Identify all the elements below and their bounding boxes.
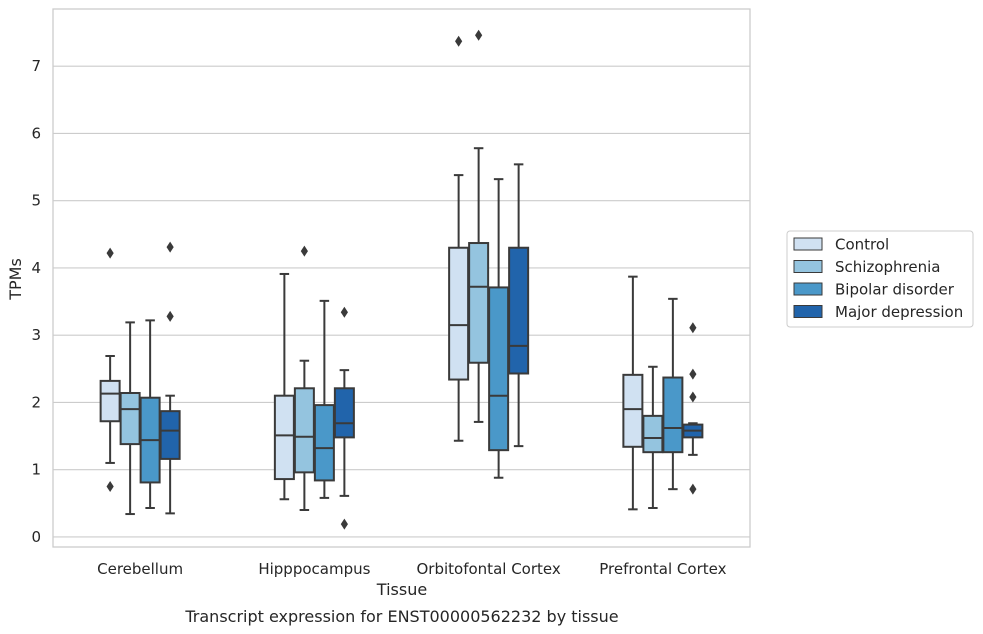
legend-label: Control <box>835 236 889 254</box>
y-tick-label: 0 <box>31 528 41 546</box>
x-axis-ticks: Cerebellum Hipppocampus Orbitofontal Corte… <box>97 560 726 578</box>
y-axis-ticks: 0 1 2 3 4 5 6 7 <box>31 57 41 546</box>
box-bipolar-disorder <box>662 297 684 491</box>
box-control <box>622 275 644 511</box>
outlier-point <box>689 483 697 495</box>
x-tick-label: Orbitofontal Cortex <box>417 560 561 578</box>
legend: Control Schizophrenia Bipolar disorder Majo… <box>786 230 974 328</box>
x-tick-label: Prefrontal Cortex <box>599 560 726 578</box>
box-control <box>448 35 470 442</box>
box-iqr <box>273 394 295 481</box>
box-iqr <box>159 410 181 460</box>
box-iqr <box>293 387 315 474</box>
box-major-depression <box>159 241 181 515</box>
legend-frame <box>786 230 974 328</box>
y-tick-label: 7 <box>31 57 41 75</box>
box-major-depression <box>333 306 355 530</box>
box-major-depression <box>682 322 704 495</box>
y-tick-label: 2 <box>31 393 41 411</box>
outlier-point <box>166 241 174 253</box>
legend-label: Major depression <box>835 303 963 321</box>
outlier-point <box>455 35 463 47</box>
outlier-point <box>300 245 308 257</box>
outlier-point <box>689 391 697 403</box>
box-iqr <box>333 387 355 439</box>
x-axis-title: Tissue <box>376 580 427 599</box>
box-iqr <box>313 404 335 482</box>
box-iqr <box>622 373 644 448</box>
box-iqr <box>662 376 684 454</box>
box-bipolar-disorder <box>313 299 335 499</box>
y-tick-label: 5 <box>31 192 41 210</box>
legend-swatch <box>793 237 823 251</box>
outlier-point <box>475 29 483 41</box>
x-tick-label: Cerebellum <box>97 560 183 578</box>
y-tick-label: 6 <box>31 124 41 142</box>
box-iqr <box>488 286 510 452</box>
outlier-point <box>689 322 697 334</box>
box-iqr <box>642 414 664 454</box>
box-major-depression <box>508 163 530 448</box>
figure-caption: Transcript expression for ENST0000056223… <box>184 607 618 626</box>
box-schizophrenia <box>293 245 315 512</box>
x-tick-label: Hipppocampus <box>258 560 370 578</box>
box-iqr <box>448 246 470 381</box>
box-iqr <box>99 379 121 423</box>
legend-label: Bipolar disorder <box>835 281 955 299</box>
box-schizophrenia <box>119 321 141 516</box>
box-control <box>273 272 295 501</box>
y-tick-label: 3 <box>31 326 41 344</box>
y-axis-title: TPMs <box>6 258 25 301</box>
outlier-point <box>340 518 348 530</box>
outlier-point <box>340 306 348 318</box>
box-iqr <box>508 246 530 375</box>
boxes-layer <box>99 29 704 530</box>
outlier-point <box>166 310 174 322</box>
box-schizophrenia <box>642 365 664 509</box>
box-control <box>99 247 121 492</box>
legend-label: Schizophrenia <box>835 258 940 276</box>
legend-swatch <box>793 305 823 318</box>
y-tick-label: 4 <box>31 259 41 277</box>
outlier-point <box>106 480 114 492</box>
legend-swatch <box>793 282 823 296</box>
outlier-point <box>106 247 114 259</box>
box-schizophrenia <box>468 29 490 423</box>
outlier-point <box>689 368 697 380</box>
y-tick-label: 1 <box>31 461 41 479</box>
box-iqr <box>468 242 490 364</box>
legend-swatch <box>793 260 823 273</box>
box-iqr <box>119 391 141 446</box>
